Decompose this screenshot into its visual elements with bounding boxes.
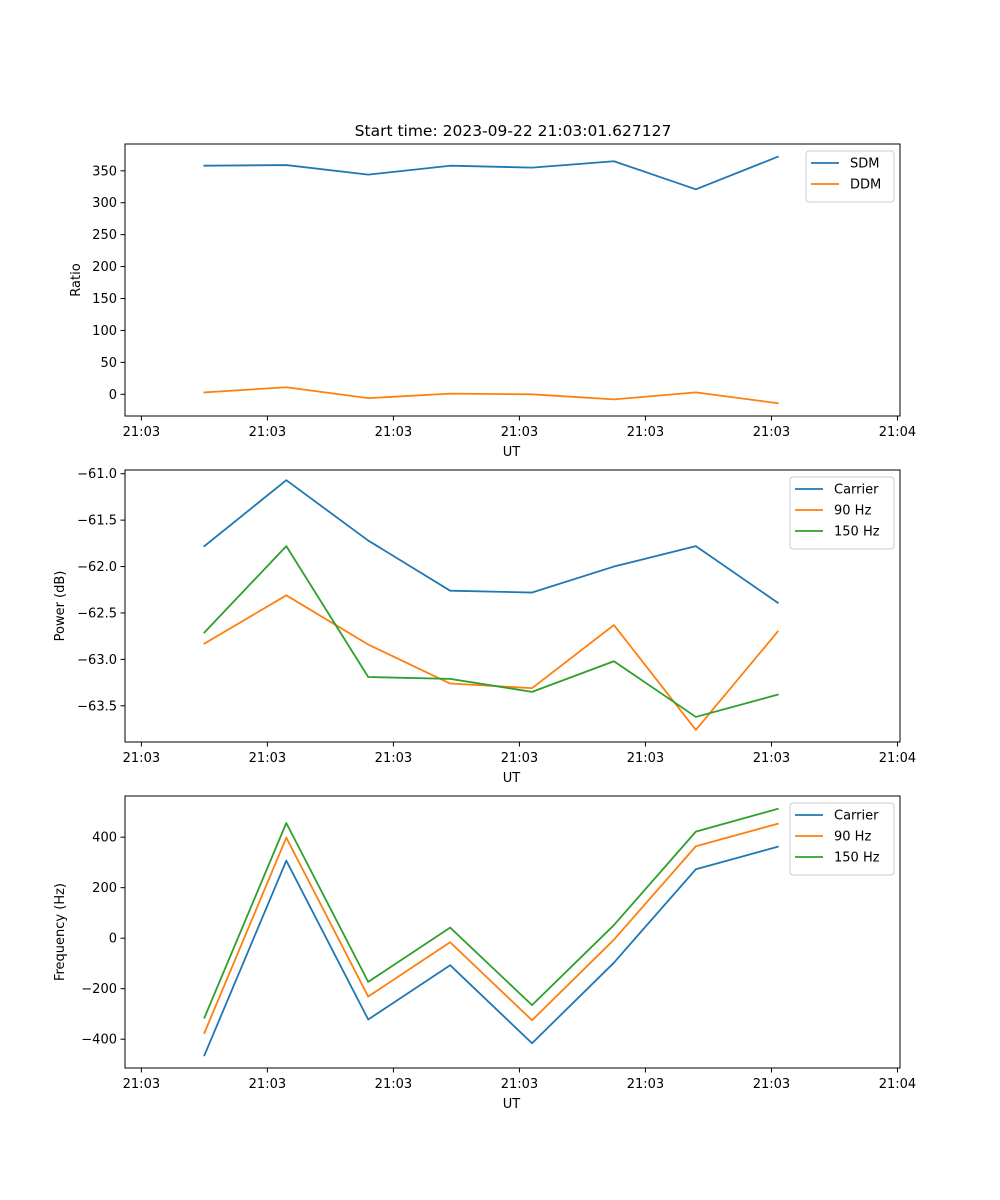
x-tick-label: 21:03 — [627, 425, 664, 440]
x-tick-label: 21:03 — [627, 1077, 664, 1092]
legend: Carrier 90 Hz 150 Hz — [789, 476, 895, 550]
y-tick-label: 0 — [109, 388, 117, 403]
x-tick-label: 21:03 — [627, 751, 664, 766]
x-axis-label: UT — [503, 445, 521, 460]
x-tick-label: 21:03 — [249, 1077, 286, 1092]
x-axis-label: UT — [503, 1097, 521, 1112]
series-line-sdm — [203, 155, 779, 191]
x-tick-label: 21:03 — [753, 1077, 790, 1092]
legend-label: Carrier — [834, 809, 879, 824]
y-tick-label: 400 — [92, 831, 117, 846]
series-line-90-hz — [203, 822, 779, 1035]
axes-frame — [124, 143, 901, 417]
y-axis-label: Frequency (Hz) — [53, 883, 68, 981]
x-tick-label: 21:03 — [249, 751, 286, 766]
legend-item: 150 Hz — [795, 851, 880, 866]
x-tick-label: 21:03 — [753, 751, 790, 766]
legend-item: SDM — [811, 157, 879, 172]
legend-item: 150 Hz — [795, 525, 880, 540]
y-tick-label: 0 — [109, 932, 117, 947]
y-tick-label: 200 — [92, 881, 117, 896]
x-tick-label: 21:03 — [375, 751, 412, 766]
x-tick-label: 21:03 — [501, 1077, 538, 1092]
x-tick-label: 21:03 — [123, 425, 160, 440]
x-tick-label: 21:03 — [123, 751, 160, 766]
x-tick-label: 21:03 — [375, 425, 412, 440]
x-tick-label: 21:04 — [879, 751, 916, 766]
legend-item: 90 Hz — [795, 830, 871, 845]
y-tick-label: −63.0 — [77, 653, 117, 668]
y-tick-label: −63.5 — [77, 699, 117, 714]
y-tick-label: −200 — [81, 982, 117, 997]
y-tick-label: −400 — [81, 1033, 117, 1048]
legend-label: 90 Hz — [834, 830, 871, 845]
series-line-90-hz — [203, 594, 780, 731]
legend: SDM DDM — [805, 150, 895, 203]
series-line-150-hz — [203, 807, 779, 1019]
chart-panel-3: 21:03 21:03 21:03 21:03 21:03 21:03 21:04 −400 −… — [53, 795, 916, 1112]
x-tick-label: 21:03 — [753, 425, 790, 440]
legend-label: Carrier — [834, 483, 879, 498]
legend-item: DDM — [811, 178, 881, 193]
charts-container: 21:03 21:03 21:03 21:03 21:03 21:03 21:04 0 50 10… — [53, 143, 916, 1112]
legend-item: Carrier — [795, 809, 879, 824]
y-tick-label: 250 — [92, 228, 117, 243]
y-tick-label: 100 — [92, 324, 117, 339]
x-tick-label: 21:04 — [879, 1077, 916, 1092]
x-tick-label: 21:03 — [501, 425, 538, 440]
y-tick-label: −62.5 — [77, 606, 117, 621]
axes-frame — [124, 795, 901, 1069]
x-tick-label: 21:03 — [249, 425, 286, 440]
chart-panel-1: 21:03 21:03 21:03 21:03 21:03 21:03 21:04 0 50 10… — [69, 143, 916, 460]
series-line-carrier — [203, 479, 780, 605]
y-tick-label: 200 — [92, 260, 117, 275]
x-tick-label: 21:04 — [879, 425, 916, 440]
x-tick-label: 21:03 — [501, 751, 538, 766]
legend-label: 150 Hz — [834, 525, 880, 540]
x-tick-label: 21:03 — [123, 1077, 160, 1092]
legend-label: SDM — [850, 157, 879, 172]
x-tick-label: 21:03 — [375, 1077, 412, 1092]
y-tick-label: 300 — [92, 196, 117, 211]
y-tick-label: −61.0 — [77, 467, 117, 482]
legend-item: 90 Hz — [795, 504, 871, 519]
legend-label: DDM — [850, 178, 881, 193]
legend-item: Carrier — [795, 483, 879, 498]
y-tick-label: 150 — [92, 292, 117, 307]
legend: Carrier 90 Hz 150 Hz — [789, 802, 895, 876]
series-line-150-hz — [203, 545, 779, 718]
series-line-carrier — [203, 845, 779, 1057]
y-axis-label: Power (dB) — [53, 571, 68, 642]
chart-panel-2: 21:03 21:03 21:03 21:03 21:03 21:03 21:04 −63.5… — [53, 467, 916, 786]
y-tick-label: −61.5 — [77, 514, 117, 529]
y-tick-label: −62.0 — [77, 560, 117, 575]
axes-frame — [124, 469, 901, 743]
legend-label: 150 Hz — [834, 851, 880, 866]
x-axis-label: UT — [503, 771, 521, 786]
series-line-ddm — [203, 386, 779, 405]
y-axis-label: Ratio — [69, 263, 84, 296]
y-tick-label: 50 — [100, 356, 117, 371]
legend-label: 90 Hz — [834, 504, 871, 519]
chart-title: Start time: 2023-09-22 21:03:01.627127 — [355, 122, 672, 140]
y-tick-label: 350 — [92, 164, 117, 179]
